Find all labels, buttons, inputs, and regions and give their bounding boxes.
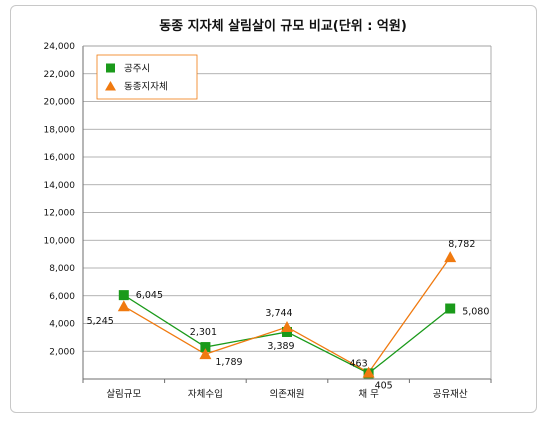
data-label: 2,301	[190, 327, 217, 338]
marker-square	[118, 290, 129, 301]
x-category-label: 공유재산	[433, 389, 468, 400]
y-tick-label: 14,000	[44, 181, 76, 191]
marker-triangle	[281, 321, 293, 333]
y-tick-label: 22,000	[44, 70, 76, 80]
data-label: 6,045	[136, 290, 163, 301]
axes	[82, 45, 492, 383]
marker-triangle	[444, 251, 457, 263]
y-axis-ticks: 2,000 4,000 6,000 8,000 10,000 12,000 14,000 16…	[44, 42, 76, 357]
marker-square	[445, 303, 456, 314]
y-tick-label: 18,000	[44, 125, 76, 135]
y-tick-label: 6,000	[49, 292, 75, 302]
y-tick-label: 16,000	[44, 153, 76, 163]
x-category-label: 자체수입	[188, 388, 223, 400]
chart-title: 동종 지자체 살림살이 규모 비교(단위 : 억원)	[159, 18, 407, 34]
marker-triangle	[117, 300, 130, 312]
y-tick-label: 2,000	[49, 347, 75, 357]
legend-label: 공주시	[124, 64, 150, 75]
data-label: 463	[350, 359, 368, 370]
x-category-label: 의존재원	[270, 389, 305, 400]
legend-box	[96, 54, 198, 100]
data-label: 3,744	[265, 308, 292, 319]
data-label: 5,245	[87, 316, 114, 327]
x-category-label: 살림규모	[106, 388, 141, 400]
data-labels: 6,045 2,301 3,389 405 5,080 5,245 1,789 3,744 46…	[87, 239, 490, 391]
y-tick-label: 24,000	[44, 42, 76, 52]
legend-marker-triangle	[105, 81, 116, 91]
data-label: 3,389	[267, 341, 294, 352]
y-tick-label: 4,000	[49, 320, 75, 330]
y-tick-label: 10,000	[44, 236, 76, 246]
data-label: 5,080	[462, 307, 489, 318]
gridlines	[83, 45, 491, 352]
marker-triangle	[199, 348, 212, 360]
x-axis-categories: 살림규모 자체수입 의존재원 채 무 공유재산	[106, 388, 468, 400]
y-tick-label: 8,000	[49, 264, 75, 274]
legend-label: 동종지자체	[124, 82, 168, 93]
x-category-label: 채 무	[358, 389, 379, 400]
y-tick-label: 20,000	[44, 98, 76, 108]
data-label: 405	[375, 380, 393, 391]
legend-marker-square	[106, 63, 115, 73]
series-markers	[117, 251, 457, 379]
marker-triangle	[362, 366, 375, 378]
marker-square	[200, 342, 211, 353]
y-tick-label: 12,000	[44, 209, 76, 219]
data-label: 1,789	[215, 357, 242, 368]
data-label: 8,782	[448, 239, 475, 250]
